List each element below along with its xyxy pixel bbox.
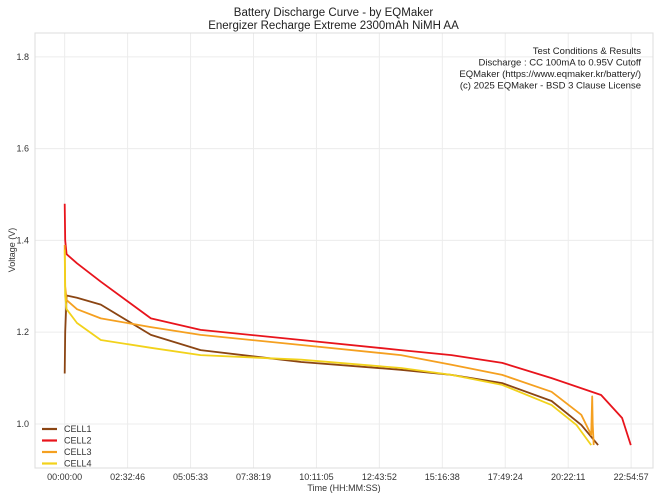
series-line-cell1 <box>63 294 599 446</box>
plot-frame <box>34 32 654 469</box>
y-tick-label: 1.0 <box>16 419 29 429</box>
chart-subtitle: Energizer Recharge Extreme 2300mAh NiMH … <box>208 20 459 32</box>
series-line-cell3 <box>63 244 595 446</box>
legend-label: CELL4 <box>64 459 92 469</box>
chart-title-line: Battery Discharge Curve - by EQMaker <box>233 7 434 19</box>
y-axis-label: Voltage (V) <box>7 228 17 273</box>
annotation-line: Test Conditions & Results <box>533 46 641 57</box>
y-tick-label: 1.8 <box>16 52 29 62</box>
annotation-line: Discharge : CC 100mA to 0.95V Cutoff <box>479 58 642 69</box>
series-lines <box>63 203 632 446</box>
x-tick-label: 22:54:57 <box>614 472 649 482</box>
x-tick-label: 12:43:52 <box>362 472 397 482</box>
grid <box>35 33 653 468</box>
x-tick-label: 17:49:24 <box>488 472 523 482</box>
y-tick-label: 1.2 <box>16 327 29 337</box>
y-tick-label: 1.6 <box>16 144 29 154</box>
series-line-cell2 <box>63 203 632 446</box>
legend-label: CELL3 <box>64 447 92 457</box>
x-tick-label: 20:22:11 <box>551 472 585 482</box>
y-tick-label: 1.4 <box>16 235 29 245</box>
x-tick-label: 15:16:38 <box>425 472 460 482</box>
x-tick-label: 05:05:33 <box>173 472 208 482</box>
x-axis-label: Time (HH:MM:SS) <box>307 483 380 493</box>
legend-label: CELL2 <box>64 436 92 446</box>
legend-label: CELL1 <box>64 424 92 434</box>
x-tick-label: 00:00:00 <box>47 472 82 482</box>
axis-ticks: 00:00:00 02:32:46 05:05:33 07:38:19 10:11:05… <box>16 52 648 482</box>
x-tick-label: 10:11:05 <box>299 472 333 482</box>
x-tick-label: 07:38:19 <box>236 472 271 482</box>
annotation-line: EQMaker (https://www.eqmaker.kr/battery/… <box>459 69 641 80</box>
annotation-line: (c) 2025 EQMaker - BSD 3 Clause License <box>460 81 641 92</box>
chart-title: Battery Discharge Curve - by EQMaker Ene… <box>0 7 667 33</box>
x-tick-label: 02:32:46 <box>110 472 145 482</box>
series-line-cell4 <box>63 249 592 446</box>
